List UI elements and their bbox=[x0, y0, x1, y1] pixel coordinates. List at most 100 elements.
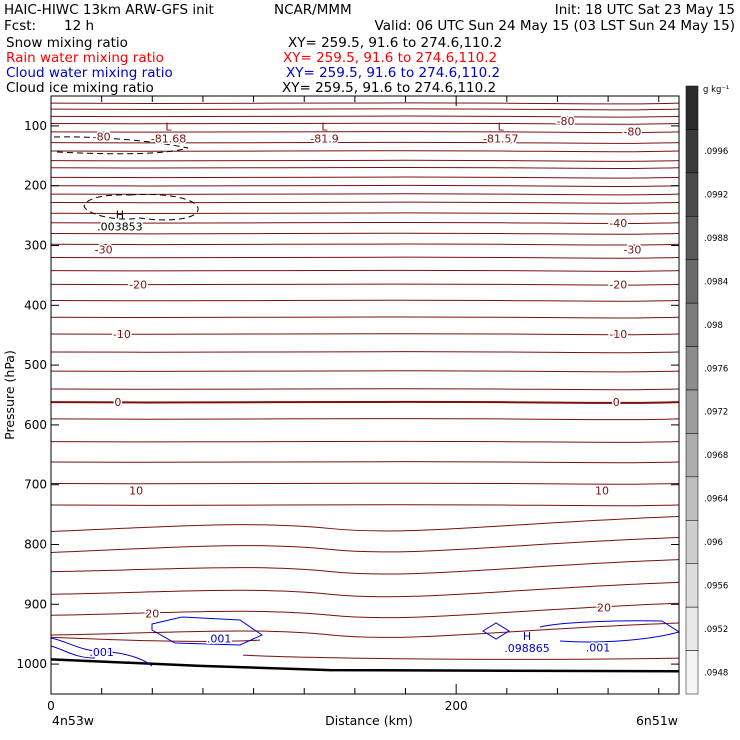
isotherm-label: -80 bbox=[93, 131, 111, 144]
isotherm-line bbox=[50, 141, 680, 144]
isotherm-label: 10 bbox=[129, 485, 143, 498]
isotherm-line bbox=[50, 201, 680, 204]
extremum-value: .003853 bbox=[97, 221, 143, 234]
surface-line bbox=[50, 658, 680, 673]
isotherm-line bbox=[50, 388, 680, 391]
isotherm-line bbox=[50, 622, 680, 638]
isotherm-line bbox=[50, 108, 680, 111]
colorbar-label: .0968 bbox=[704, 451, 728, 461]
header: HAIC-HIWC 13km ARW-GFS init NCAR/MMM Ini… bbox=[4, 2, 735, 96]
isotherm-line bbox=[242, 654, 680, 660]
colorbar-label: .0964 bbox=[704, 495, 728, 505]
colorbar-swatch bbox=[685, 302, 699, 347]
colorbar-swatch bbox=[685, 650, 699, 695]
isotherm-label: -30 bbox=[95, 244, 113, 257]
cloud-water-label: .001 bbox=[89, 646, 114, 659]
colorbar-label: .0984 bbox=[704, 277, 728, 287]
isotherm-line bbox=[50, 283, 680, 286]
field-rain-xy: XY= 259.5, 91.6 to 274.6,110.2 bbox=[283, 50, 497, 66]
colorbar-label: .0976 bbox=[704, 364, 728, 374]
extremum-marker: L bbox=[321, 121, 328, 134]
fcst-label: Fcst: bbox=[4, 18, 36, 34]
isotherm-line bbox=[50, 636, 261, 642]
extremum-marker: L bbox=[165, 121, 172, 134]
extremum-value: -81.57 bbox=[483, 133, 518, 146]
y-tick-label: 1000 bbox=[16, 657, 47, 671]
extremum-value: -81.9 bbox=[310, 133, 338, 146]
y-tick-label: 800 bbox=[24, 538, 47, 552]
model-title: HAIC-HIWC 13km ARW-GFS init bbox=[4, 2, 214, 18]
isotherm-label: -20 bbox=[609, 278, 627, 291]
isotherm-line bbox=[50, 131, 680, 134]
isotherm-line bbox=[50, 102, 680, 105]
field-snow-name: Snow mixing ratio bbox=[6, 35, 128, 51]
colorbar-swatch bbox=[685, 259, 699, 304]
colorbar-label: .0996 bbox=[704, 147, 728, 157]
isotherm-label: -10 bbox=[113, 328, 131, 341]
isotherm-label: 20 bbox=[145, 607, 159, 620]
y-tick-label: 900 bbox=[24, 597, 47, 611]
field-rain-name: Rain water mixing ratio bbox=[6, 50, 164, 66]
isotherm-line bbox=[50, 482, 680, 485]
plot-frame bbox=[50, 95, 680, 695]
field-cloudice-name: Cloud ice mixing ratio bbox=[6, 80, 154, 96]
x-axis-label: Distance (km) bbox=[325, 713, 413, 728]
colorbar-label: .0956 bbox=[704, 581, 728, 591]
y-tick-label: 700 bbox=[24, 478, 47, 492]
isotherm-label: -80 bbox=[623, 125, 641, 138]
field-cloudwater-xy: XY= 259.5, 91.6 to 274.6,110.2 bbox=[286, 65, 500, 81]
isotherm-label: 20 bbox=[597, 601, 611, 614]
isotherm-line bbox=[50, 193, 680, 196]
y-axis-label: Pressure (hPa) bbox=[2, 350, 17, 440]
y-tick-label: 600 bbox=[24, 418, 47, 432]
isotherm-label: 0 bbox=[114, 396, 121, 409]
org-label: NCAR/MMM bbox=[274, 2, 352, 18]
colorbar-label: .0988 bbox=[704, 234, 728, 244]
isotherm-line bbox=[50, 536, 680, 553]
fcst-value: 12 h bbox=[64, 18, 94, 34]
left-location: 4n53w bbox=[52, 713, 94, 728]
isotherm-line bbox=[50, 256, 680, 259]
cloud-water-contour bbox=[50, 645, 96, 659]
colorbar-swatch bbox=[685, 520, 699, 564]
isotherm-label: -40 bbox=[609, 217, 627, 230]
isotherm-line bbox=[50, 440, 680, 443]
isotherm-line bbox=[50, 122, 680, 125]
snow-contour bbox=[53, 136, 189, 155]
isotherm-line bbox=[50, 243, 680, 246]
extremum-value: -81.68 bbox=[151, 133, 186, 146]
isotherm-line bbox=[50, 370, 680, 373]
y-tick-label: 300 bbox=[24, 239, 47, 253]
extremum-marker: H bbox=[116, 209, 124, 222]
colorbar-swatch bbox=[685, 172, 699, 217]
extremum-marker: H bbox=[523, 630, 531, 643]
y-tick-label: 100 bbox=[24, 119, 47, 133]
colorbar-swatch bbox=[685, 85, 699, 130]
colorbar-label: .096 bbox=[704, 538, 723, 548]
cloud-water-label: .001 bbox=[586, 641, 611, 654]
isotherm-line bbox=[50, 269, 680, 272]
isotherm-label: -80 bbox=[557, 115, 575, 128]
colorbar-label: .0972 bbox=[704, 408, 728, 418]
isotherm-line bbox=[50, 418, 680, 421]
isotherm-label: -30 bbox=[623, 244, 641, 257]
cloud-water-contour bbox=[50, 637, 153, 667]
isotherm-label: 10 bbox=[595, 485, 609, 498]
colorbar-swatch bbox=[685, 346, 699, 391]
field-cloudice-xy: XY= 259.5, 91.6 to 274.6,110.2 bbox=[282, 80, 496, 96]
contour-labels: -80 -80 -80 -40 -30 -30 -20 -20 -10 -10 0 0 10 10 20 20… bbox=[88, 114, 643, 661]
extremum-marker: L bbox=[498, 121, 505, 134]
colorbar-swatch bbox=[685, 606, 699, 651]
isotherm-line bbox=[50, 602, 680, 619]
colorbar-swatch bbox=[685, 476, 699, 521]
colorbar-swatch bbox=[685, 216, 699, 260]
colorbar-swatch bbox=[685, 389, 699, 434]
colorbar-unit: g kg⁻¹ bbox=[703, 85, 729, 95]
cloud-water-label: .001 bbox=[207, 632, 232, 645]
cloud-water-contour bbox=[482, 622, 510, 640]
isotherm-line bbox=[50, 400, 680, 404]
isotherm-label: -10 bbox=[609, 328, 627, 341]
isotherm-line bbox=[50, 516, 680, 533]
